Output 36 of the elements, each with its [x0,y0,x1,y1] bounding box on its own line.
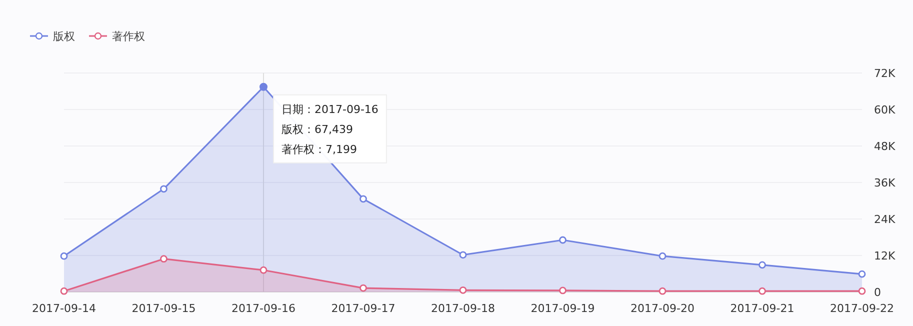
x-tick-label: 2017-09-22 [830,302,894,315]
y-tick-label: 60K [874,104,896,116]
point [758,287,766,295]
y-tick-label: 24K [874,213,896,226]
point [559,236,566,244]
y-tick-label: 0 [874,286,881,299]
legend-label: 著作权 [112,30,145,43]
y-tick-label: 48K [874,140,896,153]
y-tick-label: 12K [874,250,896,262]
annotation: 日期：2017-09-16 版权：67,439 著作权：7,199 [282,102,378,156]
point [559,286,566,294]
x-tick-label: 2017-09-20 [630,302,694,315]
point [60,252,68,260]
point [160,255,168,263]
point [260,266,268,274]
point [858,270,866,278]
point [459,286,467,294]
x-tick-label: 2017-09-19 [530,302,595,315]
point [160,185,168,193]
point [758,261,766,269]
point [858,287,866,295]
point [60,287,68,295]
legend-label: 版权 [53,30,75,43]
x-tick-label: 2017-09-17 [331,302,396,315]
point [658,252,666,260]
y-tick-label: 72K [874,67,896,80]
x-tick-label: 2017-09-18 [431,302,495,315]
x-tick-label: 2017-09-14 [32,302,96,315]
point [360,195,367,203]
point [658,287,666,295]
point [360,284,367,292]
x-tick-label: 2017-09-16 [232,302,296,315]
x-tick-label: 2017-09-15 [132,302,196,315]
x-tick-label: 2017-09-21 [730,302,794,315]
y-tick-label: 36K [874,176,896,190]
point [459,251,467,259]
